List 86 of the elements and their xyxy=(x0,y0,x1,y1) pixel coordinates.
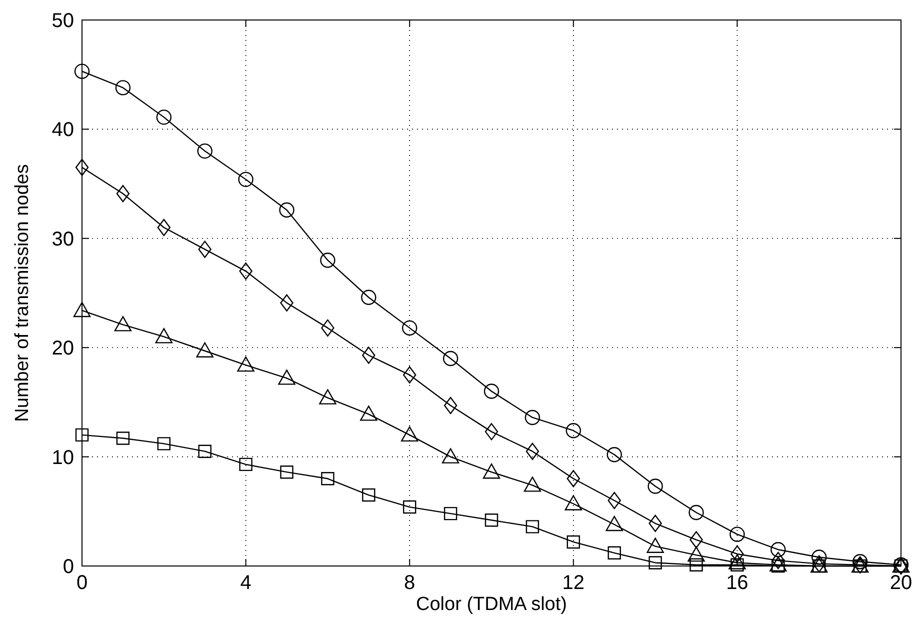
point xyxy=(442,350,458,366)
point xyxy=(239,262,252,280)
point xyxy=(566,423,581,438)
point xyxy=(526,520,540,534)
point xyxy=(444,506,458,520)
point xyxy=(852,554,868,570)
point xyxy=(321,319,334,337)
point xyxy=(238,172,254,188)
point xyxy=(648,514,662,532)
point xyxy=(608,546,621,560)
y-tick-label: 40 xyxy=(52,119,74,142)
point xyxy=(239,458,252,472)
y-tick-label: 50 xyxy=(52,10,74,32)
point xyxy=(728,554,746,570)
point xyxy=(690,558,703,572)
point xyxy=(237,356,254,372)
x-tick-label: 8 xyxy=(404,572,416,594)
point xyxy=(279,202,294,218)
point xyxy=(608,492,621,510)
x-tick-label: 0 xyxy=(76,572,88,594)
point xyxy=(564,495,582,510)
point xyxy=(156,110,172,125)
point xyxy=(484,384,500,399)
point xyxy=(401,426,418,442)
y-axis-title: Number of transmission nodes xyxy=(12,164,33,422)
point xyxy=(75,158,89,176)
point xyxy=(74,64,90,79)
point xyxy=(278,370,296,385)
point xyxy=(116,185,130,202)
point xyxy=(606,447,622,462)
point xyxy=(524,410,540,426)
x-axis-title: Color (TDMA slot) xyxy=(416,594,567,615)
point xyxy=(155,328,172,344)
x-tick-label: 16 xyxy=(726,572,748,594)
point xyxy=(157,218,170,236)
y-tick-label: 20 xyxy=(52,338,74,360)
point xyxy=(482,463,500,479)
point xyxy=(360,406,378,421)
point xyxy=(770,542,786,558)
point xyxy=(280,294,294,312)
point xyxy=(319,389,336,404)
point xyxy=(812,550,827,565)
point xyxy=(770,556,787,572)
point xyxy=(73,302,91,318)
point xyxy=(442,448,460,464)
point xyxy=(403,366,416,384)
x-tick-label: 20 xyxy=(890,572,912,594)
point xyxy=(526,442,540,460)
point xyxy=(402,320,418,336)
point xyxy=(116,432,130,445)
point xyxy=(362,488,376,502)
point xyxy=(772,552,785,570)
point xyxy=(566,470,580,488)
point xyxy=(361,290,376,305)
point xyxy=(444,396,458,414)
point xyxy=(524,476,542,492)
point xyxy=(198,240,212,258)
point xyxy=(197,143,212,159)
point xyxy=(320,252,336,268)
point xyxy=(646,538,664,553)
y-tick-label: 30 xyxy=(52,228,74,250)
point xyxy=(198,444,212,458)
point xyxy=(403,500,416,514)
point xyxy=(196,342,214,358)
point xyxy=(484,514,498,527)
point xyxy=(484,423,498,440)
y-tick-label: 10 xyxy=(52,446,74,469)
point xyxy=(688,546,705,562)
point xyxy=(566,535,580,549)
point xyxy=(690,531,703,548)
point xyxy=(280,465,294,479)
y-tick-label: 0 xyxy=(62,556,74,578)
point xyxy=(157,437,170,450)
x-tick-label: 12 xyxy=(562,572,585,594)
point xyxy=(115,80,131,96)
point xyxy=(648,478,663,494)
point xyxy=(321,472,334,486)
point xyxy=(606,516,623,532)
point xyxy=(688,504,704,520)
point xyxy=(730,545,744,563)
point xyxy=(730,526,745,542)
point xyxy=(75,428,89,442)
point xyxy=(114,316,132,332)
x-tick-label: 4 xyxy=(240,572,252,594)
point xyxy=(362,346,376,364)
point xyxy=(648,556,662,570)
